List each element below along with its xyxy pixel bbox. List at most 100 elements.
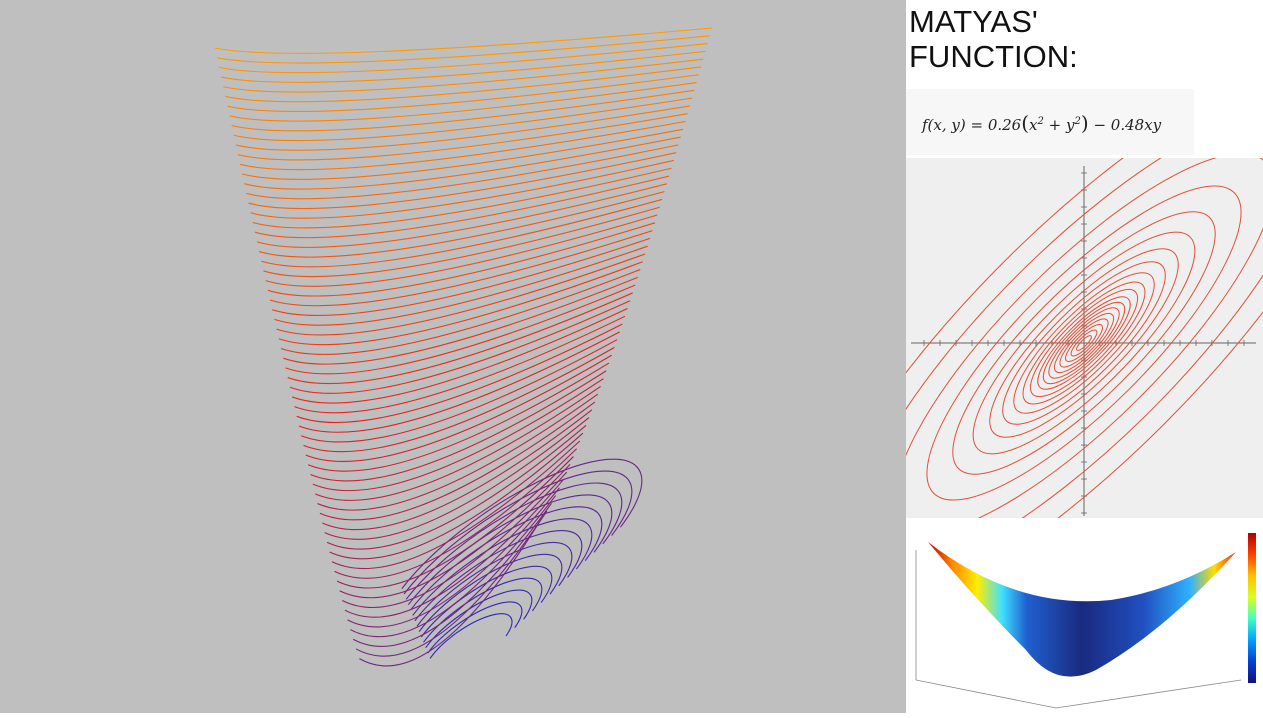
formula-exp-y: 2 <box>1074 116 1081 127</box>
contour-line <box>1029 288 1139 398</box>
level-curve <box>294 315 626 414</box>
contour-line <box>1048 307 1120 379</box>
surface-plot <box>915 542 1242 709</box>
level-curve <box>274 245 648 326</box>
level-curve <box>216 35 710 64</box>
level-curve <box>331 440 581 569</box>
level-curve <box>267 222 656 297</box>
level-curve <box>259 191 665 258</box>
level-curve <box>303 347 615 453</box>
contour-line <box>1076 335 1092 351</box>
level-curve <box>278 261 643 346</box>
formula-paren-close: ) <box>1080 111 1089 135</box>
main-3d-viewport[interactable] <box>0 0 906 713</box>
title-line-1: MATYAS' <box>909 4 1038 39</box>
level-curve <box>418 553 563 632</box>
contour-line <box>952 211 1216 475</box>
level-curve <box>252 167 672 229</box>
contour-line <box>926 185 1242 501</box>
level-curve <box>227 74 699 112</box>
level-curve <box>339 463 571 599</box>
level-curve <box>414 530 583 622</box>
contour-line <box>1059 318 1109 368</box>
contour-line <box>1037 296 1131 390</box>
level-curve <box>285 284 636 375</box>
level-curve <box>248 152 677 210</box>
level-curve <box>326 424 587 550</box>
contour-line <box>1013 272 1155 414</box>
level-curve <box>416 541 573 627</box>
level-curve <box>301 339 618 443</box>
contour-plot-panel <box>806 65 1263 621</box>
level-curve <box>329 432 584 560</box>
formula-paren-open: ( <box>1021 111 1030 135</box>
level-curve <box>322 409 593 531</box>
formula-plus: + <box>1043 116 1066 134</box>
level-curve <box>296 323 623 424</box>
contour-line <box>989 248 1179 438</box>
level-curve <box>244 136 681 190</box>
level-curve <box>265 214 658 287</box>
level-curve <box>401 458 643 589</box>
formula-x: x <box>1029 116 1038 134</box>
level-curve <box>239 120 686 171</box>
level-curve <box>250 159 674 219</box>
level-curve <box>336 456 574 589</box>
level-curve <box>225 66 702 103</box>
colorbar <box>1248 533 1256 683</box>
matyas-3d-curves <box>214 27 713 667</box>
level-curve <box>261 198 663 268</box>
level-curve <box>355 510 548 657</box>
level-curve <box>246 144 679 200</box>
level-curve <box>310 370 607 482</box>
level-curve <box>407 494 613 606</box>
level-curve <box>298 331 620 433</box>
level-curve <box>350 495 557 638</box>
x-axis-3d <box>915 679 1057 709</box>
level-curve <box>289 300 631 394</box>
contour-line <box>1022 281 1146 405</box>
level-curve <box>235 105 690 151</box>
level-curve <box>272 237 651 316</box>
level-curve <box>423 577 543 643</box>
level-curve <box>334 448 578 579</box>
level-curve <box>347 487 560 628</box>
level-curve <box>237 113 688 161</box>
level-curve <box>352 503 552 647</box>
level-curve <box>254 175 670 239</box>
title-line-2: FUNCTION: <box>909 39 1078 74</box>
formula-lhs: f(x, y) = 0.26 <box>922 116 1022 134</box>
contour-line <box>1053 312 1115 374</box>
level-curve <box>312 378 604 492</box>
level-curve <box>420 565 553 638</box>
level-curve <box>410 506 603 611</box>
level-curve <box>403 470 633 595</box>
level-curve <box>242 128 684 180</box>
level-curve <box>223 58 704 93</box>
level-curve <box>256 183 667 248</box>
formula-text: f(x, y) = 0.26(x2 + y2) − 0.48xy <box>922 111 1161 135</box>
level-curve <box>283 276 638 365</box>
level-curve <box>263 206 660 278</box>
formula-rest: − 0.48xy <box>1088 116 1162 134</box>
level-curve <box>276 253 646 336</box>
level-curve <box>324 417 590 540</box>
level-curve <box>269 230 653 307</box>
page-title: MATYAS' FUNCTION: <box>909 4 1089 74</box>
level-curve <box>280 269 641 355</box>
surface-mesh <box>928 542 1236 677</box>
contour-line <box>972 231 1196 455</box>
level-curve <box>314 385 601 501</box>
contour-line <box>1065 324 1103 362</box>
level-curve <box>229 82 697 122</box>
formula-y: y <box>1066 116 1075 134</box>
level-curve <box>305 354 612 462</box>
level-curve <box>319 401 596 521</box>
level-curve <box>405 482 623 600</box>
level-curve <box>214 27 713 54</box>
level-curve <box>427 601 523 654</box>
contour-line <box>1042 301 1126 385</box>
y-axis-3d <box>1055 679 1242 709</box>
level-curve <box>359 518 542 667</box>
level-curve <box>341 471 568 608</box>
